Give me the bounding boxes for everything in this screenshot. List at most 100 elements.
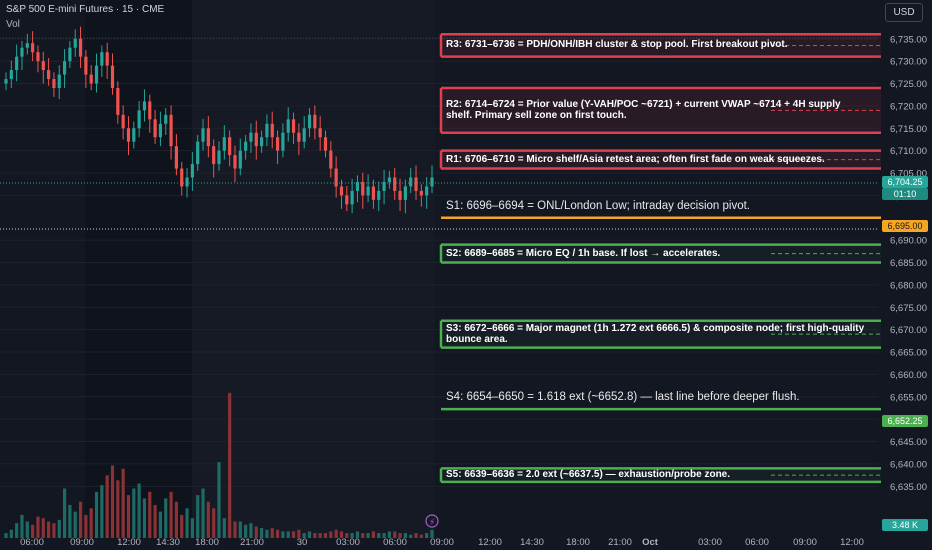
volume-bar [217, 462, 221, 538]
candle-body [249, 132, 253, 142]
candle-body [265, 123, 269, 138]
time-tick: 18:00 [195, 537, 219, 548]
price-tick: 6,665.00 [890, 348, 927, 359]
candle-body [25, 43, 29, 48]
candle-body [260, 137, 264, 147]
time-tick: 06:00 [745, 537, 769, 548]
time-tick: 12:00 [840, 537, 864, 548]
volume-bar [47, 521, 51, 538]
time-tick: 03:00 [336, 537, 360, 548]
replay-icon[interactable] [425, 514, 439, 528]
volume-bar [158, 511, 163, 538]
candle-body [158, 123, 163, 138]
candle-body [228, 137, 232, 156]
volume-bar [148, 491, 152, 538]
candle-body [164, 114, 168, 124]
volume-bar [233, 521, 237, 538]
price-tick: 6,635.00 [890, 482, 927, 493]
candle-body [366, 186, 370, 196]
volume-bar [169, 491, 173, 538]
volume-bar [275, 529, 280, 538]
volume-bar [41, 518, 45, 538]
volume-bar [387, 531, 391, 538]
zone-label-r1[interactable]: R1: 6706–6710 = Micro shelf/Asia retest … [446, 153, 825, 165]
candle-body [148, 101, 152, 120]
volume-bar [126, 495, 131, 538]
volume-bar [9, 529, 13, 538]
candle-body [52, 79, 56, 88]
zone-label-s2[interactable]: S2: 6689–6685 = Micro EQ / 1h base. If l… [446, 247, 721, 259]
price-tick: 6,705.00 [890, 169, 927, 180]
symbol-title[interactable]: S&P 500 E-mini Futures · 15 · CME [6, 4, 165, 15]
volume-bar [409, 534, 413, 538]
zone-label-r3[interactable]: R3: 6731–6736 = PDH/ONH/IBH cluster & st… [446, 39, 788, 51]
candle-body [286, 119, 290, 133]
price-tick: 6,640.00 [890, 459, 927, 470]
candle-body [345, 195, 349, 205]
volume-bar [355, 531, 360, 538]
volume-bar [339, 531, 344, 538]
zone-label-s5[interactable]: S5: 6639–6636 = 2.0 ext (~6637.5) — exha… [446, 469, 731, 481]
candle-body [398, 190, 402, 200]
candle-body [100, 52, 104, 66]
time-tick: 12:00 [478, 537, 502, 548]
time-tick: 09:00 [430, 537, 454, 548]
candle-body [238, 150, 242, 169]
candle-body [41, 61, 45, 71]
time-axis[interactable]: 06:00 09:00 12:00 14:30 18:00 21:00 30 03:00 06:… [20, 537, 864, 548]
candle-body [132, 128, 136, 142]
candle-body [169, 114, 173, 147]
volume-bar [238, 521, 242, 538]
volume-bar [20, 514, 24, 538]
candle-body [313, 114, 317, 129]
candle-body [275, 137, 280, 151]
candle-body [291, 119, 296, 133]
volume-bar [323, 533, 328, 538]
candle-body [318, 128, 322, 138]
candle-body [307, 114, 312, 129]
volume-bar [153, 505, 157, 538]
volume-bar [57, 519, 61, 538]
candle-body [116, 87, 120, 115]
zone-label-s3[interactable]: S3: 6672–6666 = Major magnet (1h 1.272 e… [446, 323, 865, 346]
candle-body [323, 137, 328, 151]
volume-bar [212, 508, 216, 538]
candle-body [68, 47, 72, 62]
volume-bar [425, 533, 429, 538]
candle-body [377, 190, 381, 200]
candle-body [297, 132, 301, 142]
volume-bar [196, 495, 200, 538]
volume-tag: 3.48 K [882, 519, 928, 531]
zone-label-r2[interactable]: R2: 6714–6724 = Prior value (Y-VAH/POC ~… [446, 99, 841, 122]
line-label-s4[interactable]: S4: 6654–6650 = 1.618 ext (~6652.8) — la… [446, 391, 800, 404]
volume-bar [116, 480, 120, 538]
line-label-s1[interactable]: S1: 6696–6694 = ONL/London Low; intraday… [446, 199, 751, 212]
time-tick: 21:00 [240, 537, 264, 548]
volume-bar [185, 508, 189, 538]
volume-bar [105, 475, 109, 538]
candle-body [105, 52, 109, 66]
candle-body [62, 61, 67, 75]
candle-body [254, 132, 258, 147]
candle-body [393, 177, 397, 191]
volume-bar [100, 485, 104, 538]
price-tick: 6,660.00 [890, 370, 927, 381]
candle-body [201, 128, 205, 142]
volume-bar [84, 514, 88, 538]
currency-button[interactable]: USD [885, 3, 923, 22]
candle-body [281, 132, 285, 151]
volume-legend[interactable]: Vol [6, 19, 20, 30]
volume-bar [121, 468, 125, 538]
candle-body [217, 150, 221, 165]
zone-s5-fill [441, 468, 881, 482]
volume-bar [366, 533, 370, 538]
volume-bar [164, 498, 168, 538]
candle-body [9, 70, 13, 80]
price-tick: 6,675.00 [890, 303, 927, 314]
zone-r1-fill [441, 150, 881, 169]
volume-bar [430, 529, 434, 538]
candle-body [206, 128, 210, 147]
candle-body [371, 186, 376, 200]
candle-body [233, 155, 237, 169]
